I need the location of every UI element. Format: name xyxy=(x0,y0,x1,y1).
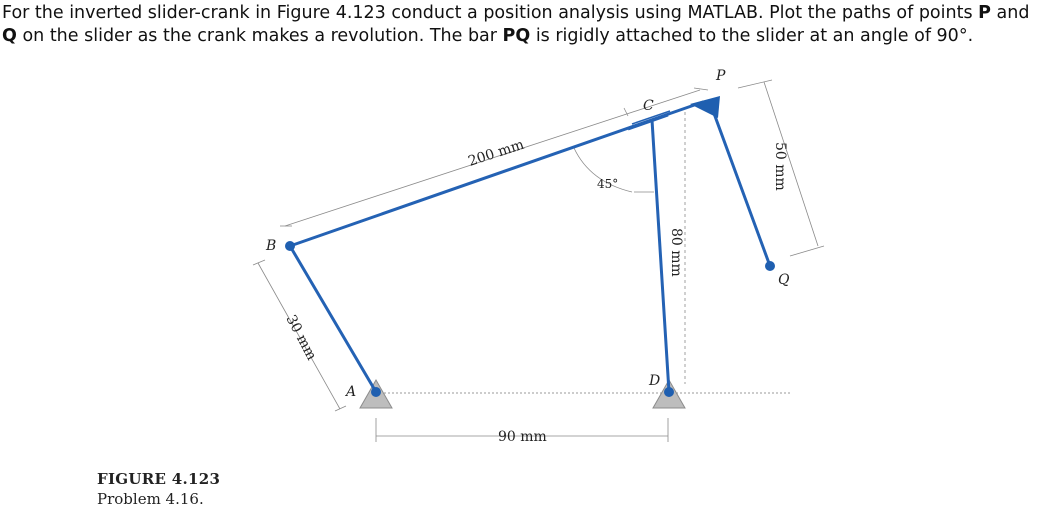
rocker-link-dc xyxy=(650,118,671,394)
label-b: B xyxy=(265,238,276,254)
dimension-lines xyxy=(252,79,825,442)
joint-b xyxy=(285,241,295,251)
bar-link-pq xyxy=(710,106,772,268)
figure-caption: Problem 4.16. xyxy=(97,490,204,508)
label-a: A xyxy=(344,384,356,400)
dim-crank-tick-a xyxy=(334,405,347,412)
point-q xyxy=(765,261,775,271)
dim-crank-tick-b xyxy=(252,259,266,266)
label-d: D xyxy=(648,373,660,389)
dim-label-angle: 45° xyxy=(597,177,618,191)
figure-caption-block: FIGURE 4.123 Problem 4.16. xyxy=(97,470,220,508)
problem-text-3: on the slider as the crank makes a revol… xyxy=(16,26,503,46)
problem-text-4: is rigidly attached to the slider at an … xyxy=(530,26,974,46)
point-q-ref: Q xyxy=(2,26,17,46)
bar-pq-ref: PQ xyxy=(502,26,531,46)
dim-bar xyxy=(763,81,819,247)
angle-arc xyxy=(573,147,633,193)
point-p-ref: P xyxy=(978,3,991,23)
dim-bar-tick-q xyxy=(789,245,825,257)
slider-block-c xyxy=(627,110,671,131)
dim-label-rocker: 80 mm xyxy=(668,228,684,277)
label-c: C xyxy=(643,98,654,114)
dim-label-bar: 50 mm xyxy=(772,142,788,191)
dim-coupler-tick-p xyxy=(693,87,709,91)
dim-c-tick xyxy=(623,107,629,117)
problem-statement: For the inverted slider-crank in Figure … xyxy=(2,2,1048,48)
dim-coupler xyxy=(284,89,701,227)
figure-panel xyxy=(252,70,824,442)
dim-label-ground: 90 mm xyxy=(498,429,547,445)
label-q: Q xyxy=(778,272,790,288)
problem-text-1: For the inverted slider-crank in Figure … xyxy=(2,3,979,23)
figure-number: FIGURE 4.123 xyxy=(97,470,221,488)
joint-d xyxy=(664,387,674,397)
problem-text-2: and xyxy=(990,3,1030,23)
dim-crank xyxy=(257,262,341,410)
rigid-connector-p xyxy=(690,96,720,118)
crank-link-ab xyxy=(288,244,378,394)
label-p: P xyxy=(715,68,726,84)
joint-a xyxy=(371,387,381,397)
dim-bar-tick-p xyxy=(737,79,773,89)
